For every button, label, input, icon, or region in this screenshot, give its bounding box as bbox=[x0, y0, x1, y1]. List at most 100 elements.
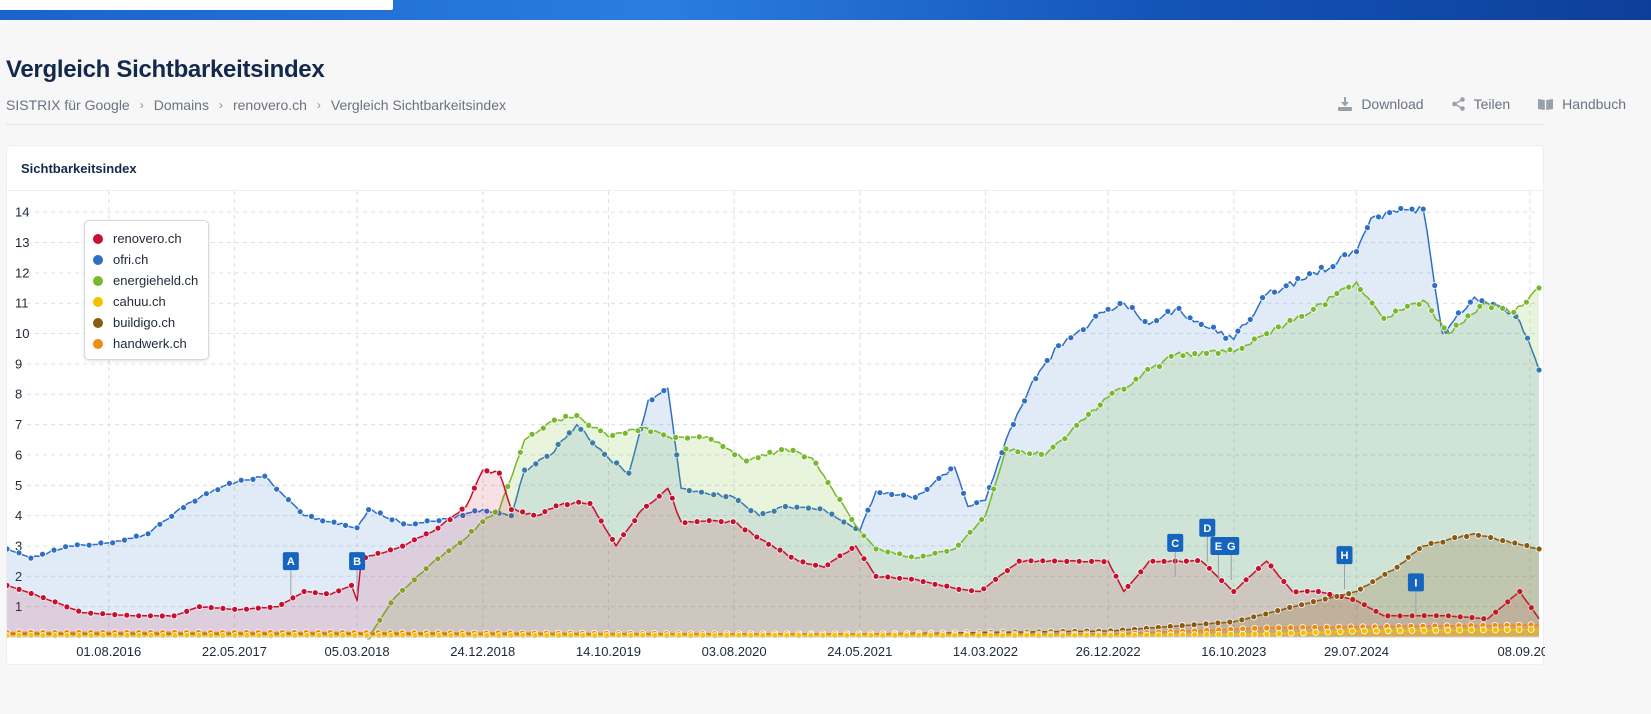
data-point[interactable] bbox=[684, 434, 691, 442]
data-point[interactable] bbox=[987, 632, 995, 639]
data-point[interactable] bbox=[643, 502, 650, 510]
data-point[interactable] bbox=[445, 547, 453, 555]
annotation-flag[interactable] bbox=[282, 552, 299, 571]
data-point[interactable] bbox=[1079, 326, 1087, 334]
data-point[interactable] bbox=[1357, 286, 1364, 293]
data-point[interactable] bbox=[766, 448, 774, 456]
data-point[interactable] bbox=[776, 546, 784, 554]
data-point[interactable] bbox=[552, 502, 560, 510]
manual-button[interactable]: Handbuch bbox=[1538, 96, 1626, 112]
data-point[interactable] bbox=[1312, 628, 1320, 636]
data-point[interactable] bbox=[319, 517, 327, 525]
data-point[interactable] bbox=[939, 632, 947, 639]
data-point[interactable] bbox=[1191, 350, 1199, 357]
data-point[interactable] bbox=[1267, 562, 1275, 570]
data-point[interactable] bbox=[1535, 284, 1543, 292]
data-point[interactable] bbox=[1535, 545, 1543, 553]
data-point[interactable] bbox=[156, 520, 164, 528]
data-point[interactable] bbox=[1251, 624, 1259, 632]
data-point[interactable] bbox=[562, 412, 569, 420]
data-point[interactable] bbox=[980, 585, 988, 593]
data-point[interactable] bbox=[1535, 366, 1543, 374]
legend-item[interactable]: ofri.ch bbox=[93, 249, 200, 270]
data-point[interactable] bbox=[1286, 603, 1294, 611]
data-point[interactable] bbox=[374, 549, 382, 557]
data-point[interactable] bbox=[1456, 613, 1464, 621]
data-point[interactable] bbox=[458, 505, 466, 513]
data-point[interactable] bbox=[1386, 209, 1393, 217]
data-point[interactable] bbox=[1524, 334, 1531, 342]
data-point[interactable] bbox=[1499, 305, 1506, 312]
data-point[interactable] bbox=[1475, 531, 1482, 539]
data-point[interactable] bbox=[1251, 335, 1258, 343]
annotation-flag[interactable] bbox=[1199, 518, 1216, 537]
data-point[interactable] bbox=[931, 549, 939, 557]
data-point[interactable] bbox=[1428, 307, 1435, 314]
data-point[interactable] bbox=[387, 599, 395, 607]
data-point[interactable] bbox=[1396, 612, 1404, 620]
data-point[interactable] bbox=[376, 616, 384, 624]
data-point[interactable] bbox=[660, 387, 668, 395]
data-point[interactable] bbox=[1393, 563, 1401, 571]
data-point[interactable] bbox=[1124, 582, 1132, 590]
data-point[interactable] bbox=[423, 632, 431, 639]
data-point[interactable] bbox=[363, 632, 371, 640]
data-point[interactable] bbox=[1445, 612, 1452, 620]
data-point[interactable] bbox=[531, 632, 539, 639]
data-point[interactable] bbox=[1112, 572, 1120, 580]
data-point[interactable] bbox=[467, 527, 475, 535]
data-point[interactable] bbox=[1175, 305, 1183, 312]
data-point[interactable] bbox=[960, 489, 967, 497]
data-point[interactable] bbox=[707, 435, 715, 443]
data-point[interactable] bbox=[860, 532, 868, 540]
data-point[interactable] bbox=[1375, 213, 1382, 221]
data-point[interactable] bbox=[99, 610, 107, 618]
legend-item[interactable]: cahuu.ch bbox=[93, 291, 200, 312]
data-point[interactable] bbox=[627, 632, 635, 639]
data-point[interactable] bbox=[1420, 626, 1428, 634]
data-point[interactable] bbox=[1511, 539, 1519, 547]
data-point[interactable] bbox=[591, 632, 599, 640]
data-point[interactable] bbox=[812, 561, 819, 569]
data-point[interactable] bbox=[1345, 590, 1353, 598]
data-point[interactable] bbox=[255, 632, 263, 639]
data-point[interactable] bbox=[759, 632, 767, 639]
data-point[interactable] bbox=[891, 632, 899, 639]
data-point[interactable] bbox=[663, 632, 671, 640]
data-point[interactable] bbox=[219, 632, 227, 639]
data-point[interactable] bbox=[923, 485, 931, 493]
annotation-flag[interactable] bbox=[1407, 573, 1424, 592]
data-point[interactable] bbox=[1492, 608, 1500, 616]
data-point[interactable] bbox=[1397, 205, 1405, 212]
data-point[interactable] bbox=[1294, 275, 1302, 282]
data-point[interactable] bbox=[483, 467, 491, 475]
data-point[interactable] bbox=[888, 491, 896, 498]
data-point[interactable] bbox=[1432, 612, 1440, 620]
data-point[interactable] bbox=[1239, 630, 1247, 638]
data-point[interactable] bbox=[1014, 448, 1022, 456]
data-point[interactable] bbox=[1206, 564, 1213, 572]
data-point[interactable] bbox=[1073, 421, 1081, 429]
data-point[interactable] bbox=[327, 632, 335, 639]
data-point[interactable] bbox=[342, 521, 349, 529]
data-point[interactable] bbox=[836, 552, 844, 560]
data-point[interactable] bbox=[7, 545, 11, 553]
data-point[interactable] bbox=[97, 539, 105, 547]
data-point[interactable] bbox=[87, 632, 95, 639]
data-point[interactable] bbox=[1096, 401, 1104, 409]
data-point[interactable] bbox=[1287, 624, 1295, 632]
data-point[interactable] bbox=[1039, 557, 1047, 565]
data-point[interactable] bbox=[747, 632, 755, 639]
download-button[interactable]: Download bbox=[1338, 96, 1424, 112]
data-point[interactable] bbox=[1190, 621, 1198, 629]
data-point[interactable] bbox=[7, 582, 11, 589]
data-point[interactable] bbox=[1179, 352, 1187, 360]
data-point[interactable] bbox=[1408, 612, 1416, 620]
data-point[interactable] bbox=[741, 526, 749, 534]
data-point[interactable] bbox=[434, 524, 442, 532]
data-point[interactable] bbox=[812, 459, 820, 467]
data-point[interactable] bbox=[1242, 576, 1250, 584]
data-point[interactable] bbox=[471, 632, 479, 640]
data-point[interactable] bbox=[111, 632, 119, 639]
data-point[interactable] bbox=[411, 632, 419, 639]
